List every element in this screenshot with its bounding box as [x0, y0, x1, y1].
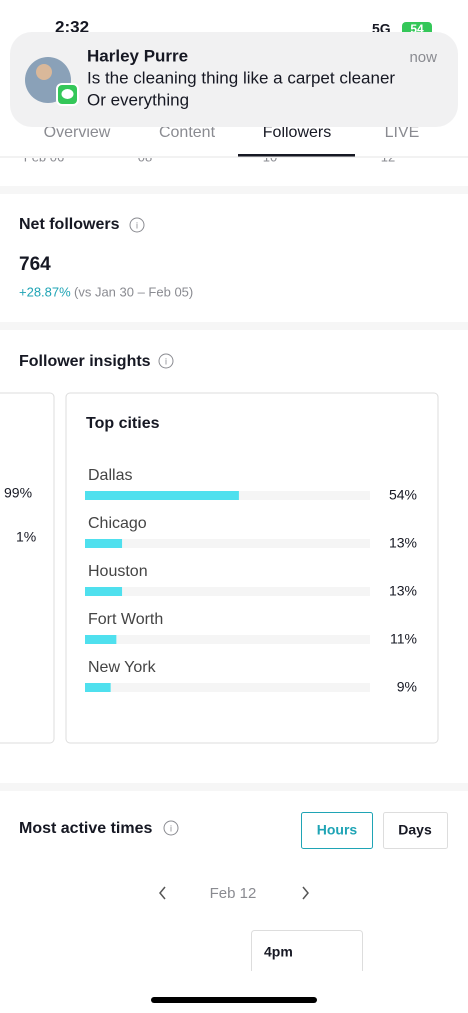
city-name: Chicago: [88, 515, 147, 532]
date-label: Feb 06: [24, 149, 64, 164]
info-glyph: i: [170, 823, 172, 833]
bar: [85, 587, 123, 596]
top-cities-chart: Dallas 54% Chicago 13% Houston 13% Fort Worth 1…: [85, 467, 417, 695]
avatar-face: [36, 64, 52, 80]
city-name: Dallas: [88, 467, 132, 484]
net-followers-value: 764: [19, 254, 51, 275]
top-cities-card: [65, 392, 439, 744]
bottom-fade: [0, 971, 468, 1013]
section-title: Most active times: [19, 820, 152, 837]
section-separator: [0, 186, 468, 194]
value-label: 13%: [389, 535, 417, 551]
date-label: 10: [263, 149, 277, 164]
messages-bubble: [61, 89, 74, 99]
hours-button[interactable]: [301, 812, 373, 849]
bar-track: [85, 539, 370, 548]
tab[interactable]: LIVE: [385, 124, 420, 141]
info-glyph: i: [136, 220, 138, 230]
notification-line: Is the cleaning thing like a carpet clea…: [87, 68, 395, 87]
notification-time: now: [409, 49, 437, 66]
left-card-label: 1%: [16, 529, 36, 545]
bar: [85, 491, 239, 500]
city-name: New York: [88, 659, 157, 676]
button-label[interactable]: Hours: [317, 822, 358, 838]
tab-bar: Overview Content Followers LIVE: [0, 124, 468, 158]
section-separator: [0, 783, 468, 791]
value-label: 11%: [390, 631, 417, 647]
bar-track: [85, 683, 370, 692]
bar-track: [85, 635, 370, 644]
bar: [85, 635, 117, 644]
prev-arrow[interactable]: [159, 886, 166, 900]
card-title: Top cities: [86, 415, 160, 432]
city-name: Houston: [88, 563, 148, 580]
status-time: 2:32: [55, 17, 89, 36]
value-label: 54%: [389, 487, 417, 503]
bar: [85, 683, 111, 692]
date-label: 12: [381, 149, 395, 164]
bar-track: [85, 587, 370, 596]
value-label: 9%: [397, 679, 417, 695]
comparison: (vs Jan 30 – Feb 05): [74, 284, 193, 299]
info-glyph: i: [165, 356, 167, 366]
info-icon[interactable]: [129, 217, 145, 233]
city-name: Fort Worth: [88, 611, 163, 628]
button-label[interactable]: Days: [398, 822, 432, 838]
date-label: 08: [138, 149, 152, 164]
notification[interactable]: [10, 32, 458, 127]
section-separator: [0, 322, 468, 330]
left-card-label: 99%: [4, 485, 32, 501]
tooltip-time: 4pm: [264, 944, 293, 960]
card: [0, 392, 55, 744]
tab[interactable]: Content: [159, 124, 216, 141]
change: +28.87%: [19, 284, 71, 299]
tab[interactable]: Overview: [44, 124, 111, 141]
notification-sender: Harley Purre: [87, 46, 188, 65]
section-title: Net followers: [19, 216, 120, 233]
notification-line: Or everything: [87, 90, 189, 109]
date: Feb 12: [210, 885, 257, 902]
value-label: 13%: [389, 583, 417, 599]
home-indicator: [151, 997, 317, 1003]
section-title: Follower insights: [19, 353, 151, 370]
bar: [85, 539, 123, 548]
next-arrow[interactable]: [302, 886, 309, 900]
info-icon[interactable]: [163, 820, 179, 836]
info-icon[interactable]: [158, 353, 174, 369]
tab-underline: [238, 154, 355, 157]
days-button[interactable]: [383, 812, 448, 849]
tab[interactable]: Followers: [263, 124, 331, 141]
date-axis: Feb 06 08 10 12: [24, 149, 395, 164]
